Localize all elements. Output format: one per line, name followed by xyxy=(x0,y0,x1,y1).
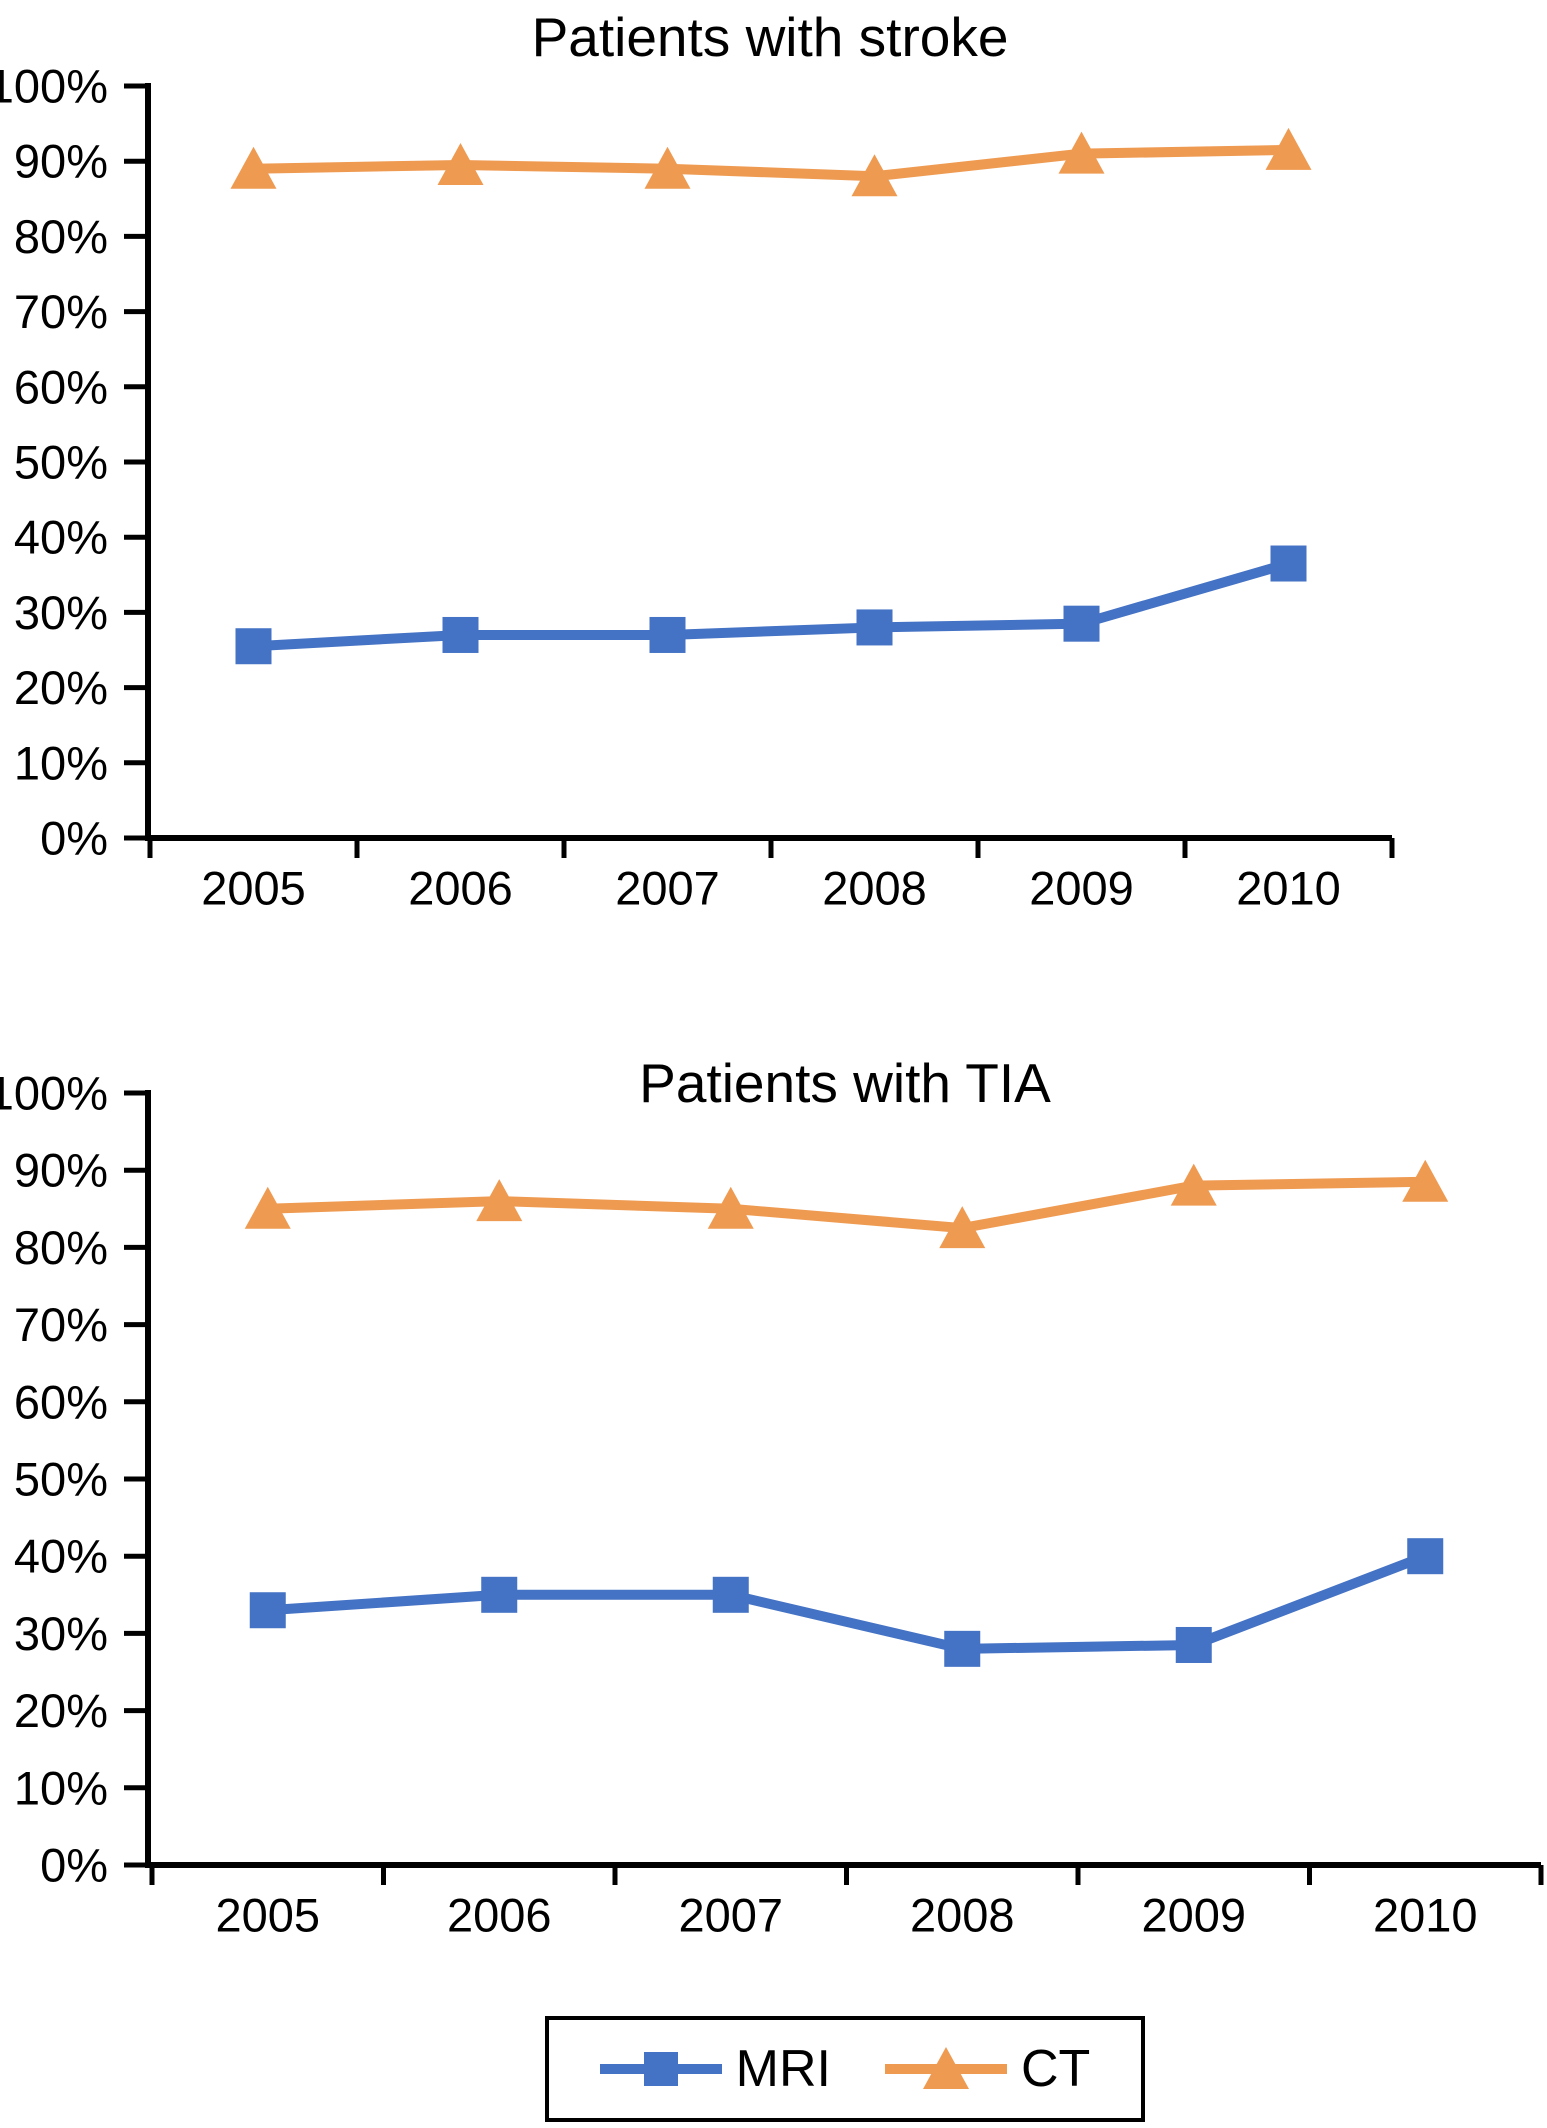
chart-tia: 0% 10% 20% 30% 40% 50% 60% 70% 80% 90% 100% 2005 200… xyxy=(0,1067,1544,1942)
y-tick-label: 30% xyxy=(14,1607,108,1660)
legend-label-mri: MRI xyxy=(735,2040,831,2098)
series-line-ct xyxy=(253,144,1289,182)
ct-line-triangle-icon xyxy=(885,2047,1007,2089)
y-tick-label: 50% xyxy=(14,1453,108,1506)
y-tick-label: 10% xyxy=(14,736,108,789)
chart-stroke: 0% 10% 20% 30% 40% 50% 60% 70% 80% 90% 100% 2005 200… xyxy=(0,60,1395,915)
x-tick-label-2008: 2008 xyxy=(822,862,927,915)
x-tick-label-2007: 2007 xyxy=(615,862,720,915)
y-tick-label: 90% xyxy=(14,135,108,188)
marker-ct-2007 xyxy=(644,146,691,189)
x-tick-label-2006: 2006 xyxy=(408,862,513,915)
y-tick-label: 70% xyxy=(14,285,108,338)
marker-ct-2006 xyxy=(476,1179,523,1222)
y-tick-label: 20% xyxy=(14,1684,108,1737)
marker-ct-2007 xyxy=(707,1186,754,1229)
x-tick-label-2005: 2005 xyxy=(215,1889,320,1942)
marker-ct-2006 xyxy=(437,142,484,185)
legend: MRI CT xyxy=(545,2016,1145,2122)
y-tick-label: 10% xyxy=(14,1761,108,1814)
series-line-mri xyxy=(267,1551,1428,1654)
x-tick-label-2010: 2010 xyxy=(1236,862,1341,915)
marker-mri-2006 xyxy=(442,616,479,653)
marker-mri-2010 xyxy=(1407,1538,1444,1575)
marker-mri-2010 xyxy=(1270,545,1307,582)
y-tick-label: 20% xyxy=(14,661,108,714)
marker-mri-2007 xyxy=(712,1576,749,1613)
chart-title-tia: Patients with TIA xyxy=(639,1052,1051,1114)
x-tick-label-2008: 2008 xyxy=(910,1889,1015,1942)
y-tick-label: 60% xyxy=(14,360,108,413)
y-tick-label: 70% xyxy=(14,1298,108,1351)
mri-line-square-icon xyxy=(599,2052,722,2086)
marker-ct-2008 xyxy=(939,1206,986,1249)
marker-mri-2007 xyxy=(649,616,686,653)
y-tick-label: 30% xyxy=(14,586,108,639)
x-tick-label-2005: 2005 xyxy=(201,862,306,915)
marker-ct-2010 xyxy=(1402,1159,1449,1202)
y-tick-label: 90% xyxy=(14,1144,108,1197)
x-tick-label-2006: 2006 xyxy=(447,1889,552,1942)
y-tick-label: 40% xyxy=(14,1530,108,1583)
legend-label-ct: CT xyxy=(1021,2040,1091,2098)
series-line-mri xyxy=(253,558,1290,652)
y-tick-label: 80% xyxy=(14,1221,108,1274)
x-tick-label-2009: 2009 xyxy=(1141,1889,1246,1942)
marker-mri-2006 xyxy=(481,1576,518,1613)
y-tick-label: 60% xyxy=(14,1375,108,1428)
marker-ct-2010 xyxy=(1265,127,1312,170)
x-tick-label-2009: 2009 xyxy=(1029,862,1134,915)
y-tick-label: 50% xyxy=(14,436,108,489)
y-tick-label: 80% xyxy=(14,210,108,263)
y-tick-label: 100% xyxy=(0,60,108,113)
marker-ct-2009 xyxy=(1170,1163,1217,1206)
marker-ct-2008 xyxy=(851,154,898,197)
chart-title-stroke: Patients with stroke xyxy=(532,6,1009,68)
marker-ct-2009 xyxy=(1058,131,1105,174)
marker-mri-2009 xyxy=(1175,1626,1212,1663)
marker-mri-2005 xyxy=(249,1592,286,1629)
marker-mri-2009 xyxy=(1063,605,1100,642)
x-tick-label-2010: 2010 xyxy=(1373,1889,1478,1942)
legend-item-mri: MRI xyxy=(599,2040,831,2098)
series-line-ct xyxy=(267,1176,1426,1234)
marker-mri-2008 xyxy=(856,609,893,646)
y-tick-label: 0% xyxy=(40,812,108,865)
y-tick-label: 40% xyxy=(14,511,108,564)
marker-ct-2005 xyxy=(244,1186,291,1229)
marker-mri-2008 xyxy=(944,1630,981,1667)
legend-item-ct: CT xyxy=(885,2043,1090,2095)
marker-mri-2005 xyxy=(235,628,272,665)
y-tick-label: 0% xyxy=(40,1839,108,1892)
x-tick-label-2007: 2007 xyxy=(678,1889,783,1942)
marker-ct-2005 xyxy=(230,146,277,189)
y-tick-label: 100% xyxy=(0,1067,108,1120)
